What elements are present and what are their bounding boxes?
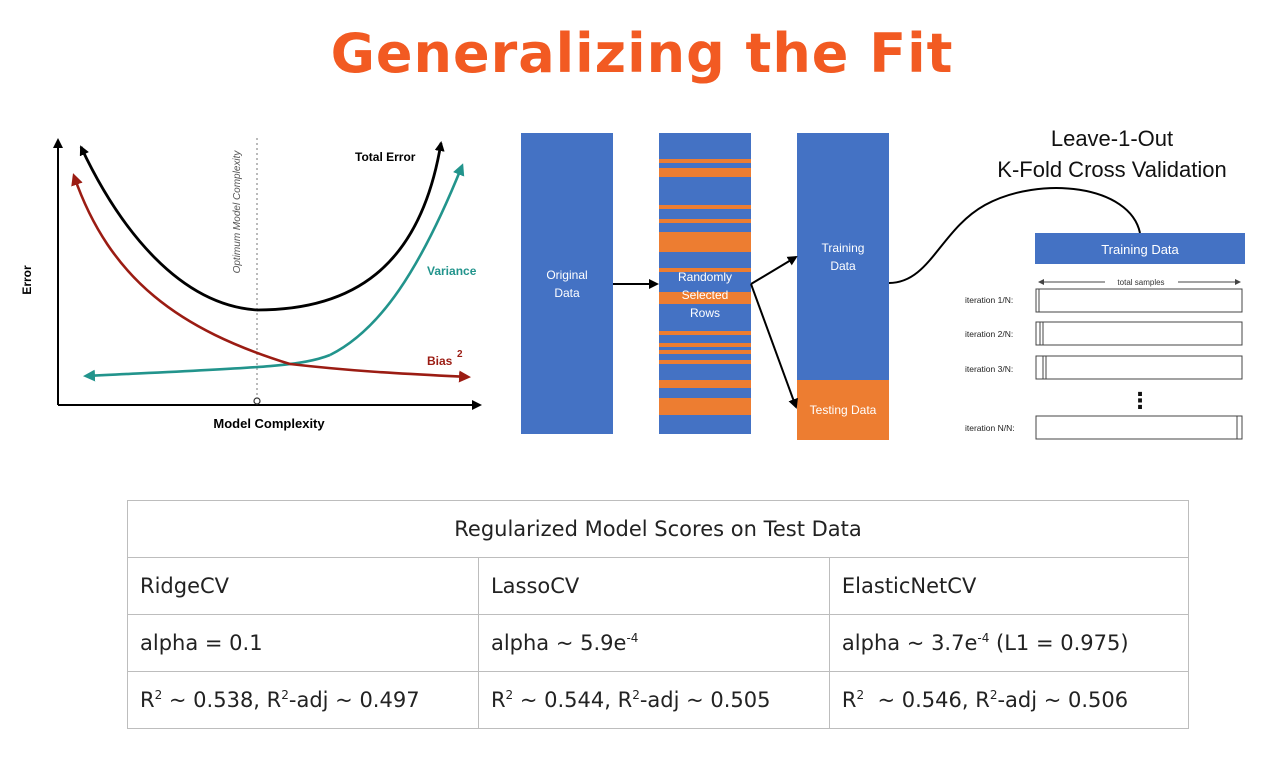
training-data-block [797,133,889,380]
alpha-extra: (L1 = 0.975) [989,631,1129,655]
training-data-label-1: Training [822,241,865,255]
r2-cell: R2 ~ 0.544, R2-adj ~ 0.505 [477,671,830,729]
testing-data-label: Testing Data [810,403,877,417]
r2-value: ~ 0.538, R [162,688,282,712]
table-row: R2 ~ 0.538, R2-adj ~ 0.497 R2 ~ 0.544, R… [127,671,1190,729]
original-data-label-1: Original [546,268,587,282]
r2-adj-exponent: 2 [632,688,640,702]
iteration-label: iteration 3/N: [965,364,1013,374]
model-name-cell: LassoCV [477,557,830,615]
random-row-stripe [659,380,751,388]
random-rows-label-2: Selected [682,288,729,302]
bias-variance-chart: Error Model Complexity Optimum Model Com… [20,138,482,431]
alpha-exponent: -4 [626,631,639,645]
random-row-stripe [659,232,751,252]
bias-label: Bias [427,354,453,368]
model-name-cell: ElasticNetCV [828,557,1190,615]
alpha-cell: alpha ~ 5.9e-4 [477,614,830,672]
alpha-text: alpha = 0.1 [140,631,263,655]
testing-data-block [797,380,889,440]
table-row: RidgeCV LassoCV ElasticNetCV [127,557,1190,615]
total-error-curve [79,145,258,312]
cross-validation-diagram: Leave-1-Out K-Fold Cross Validation Trai… [965,126,1245,440]
iteration-bar [1035,415,1243,440]
table-row: alpha = 0.1 alpha ~ 5.9e-4 alpha ~ 3.7e-… [127,614,1190,672]
r2-symbol: R [140,688,155,712]
total-samples-label: total samples [1117,278,1164,287]
r2-exponent: 2 [154,688,163,702]
r2-exponent: 2 [856,688,865,702]
bias-superscript: 2 [457,349,463,360]
total-error-curve-rising [256,141,445,312]
cv-training-data-box [1035,233,1245,264]
iteration-bar [1035,321,1243,346]
r2-cell: R2 ~ 0.538, R2-adj ~ 0.497 [127,671,479,729]
scores-table: Regularized Model Scores on Test Data Ri… [127,500,1190,729]
cv-title-line-1: Leave-1-Out [1051,126,1173,151]
figure-panel: Error Model Complexity Optimum Model Com… [20,126,1245,440]
alpha-exponent: -4 [977,631,990,645]
alpha-cell: alpha = 0.1 [127,614,479,672]
cv-training-data-label: Training Data [1101,242,1179,257]
table-header: Regularized Model Scores on Test Data [127,500,1189,558]
optimum-marker [253,397,261,405]
random-row-stripe [659,159,751,163]
r2-symbol: R [490,688,506,712]
iteration-label: iteration 1/N: [965,295,1013,305]
iteration-bar [1035,355,1243,380]
alpha-text: alpha ~ 3.7e [841,631,978,655]
alpha-cell: alpha ~ 3.7e-4 (L1 = 0.975) [828,614,1190,672]
bias-curve-tail [289,362,471,383]
r2-adj-value: -adj ~ 0.506 [997,688,1129,712]
random-row-stripe [659,292,751,304]
original-data-block [521,133,613,434]
total-error-label: Total Error [355,150,416,164]
variance-curve-rising [329,163,465,357]
variance-label: Variance [427,264,477,278]
r2-value: ~ 0.546, R [864,688,990,712]
random-row-stripe [659,343,751,347]
random-row-stripe [659,205,751,209]
random-row-stripe [659,331,751,335]
random-row-stripe [659,168,751,177]
r2-value: ~ 0.544, R [513,688,633,712]
variance-curve [83,353,331,382]
r2-symbol: R [841,688,857,712]
split-diagram: Original Data Randomly Selected Rows Tra… [521,133,1141,440]
random-row-stripe [659,268,751,272]
r2-adj-value: -adj ~ 0.497 [288,688,420,712]
connector-curve [888,187,1141,284]
random-row-stripe [659,398,751,415]
model-name-cell: RidgeCV [127,557,479,615]
random-row-stripe [659,360,751,364]
ellipsis-icon: ⋮ [1129,389,1151,414]
random-row-stripe [659,350,751,354]
iteration-bar [1035,288,1243,313]
iteration-label: iteration N/N: [965,423,1015,433]
r2-adj-exponent: 2 [281,688,289,702]
r2-cell: R2 ~ 0.546, R2-adj ~ 0.506 [828,671,1190,729]
r2-exponent: 2 [505,688,514,702]
alpha-text: alpha ~ 5.9e [490,631,627,655]
random-rows-label-3: Rows [690,306,720,320]
r2-adj-value: -adj ~ 0.505 [639,688,771,712]
table-header-row: Regularized Model Scores on Test Data [127,500,1189,558]
original-data-label-2: Data [554,286,580,300]
r2-adj-exponent: 2 [989,688,998,702]
x-axis-label: Model Complexity [213,416,325,431]
training-data-label-2: Data [830,259,856,273]
optimum-label: Optimum Model Complexity [232,150,243,274]
random-row-stripes [659,159,751,415]
bias-curve [71,173,291,366]
cv-title-line-2: K-Fold Cross Validation [997,157,1226,182]
y-axis-label: Error [20,265,34,295]
arrow-random-to-testing [750,283,798,409]
random-rows-label-1: Randomly [678,270,732,284]
arrow-random-to-training [750,255,798,285]
iteration-label: iteration 2/N: [965,329,1013,339]
random-row-stripe [659,219,751,223]
page-title: Generalizing the Fit [330,22,954,85]
